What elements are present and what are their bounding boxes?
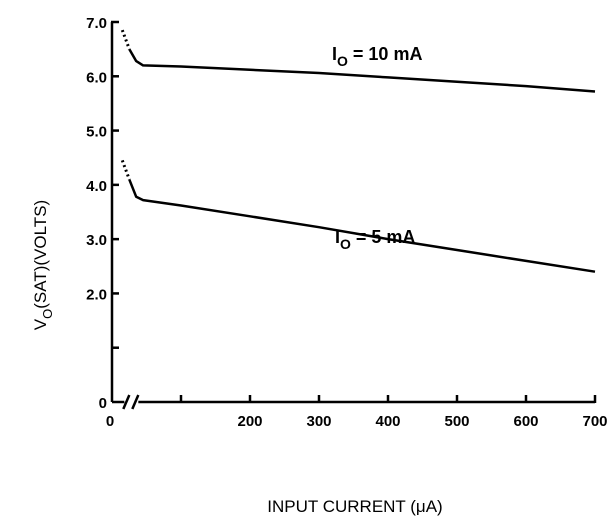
series-label-10ma-main: I	[332, 44, 337, 64]
series-label-5ma-sub: O	[340, 236, 351, 252]
x-tick-label: 200	[237, 413, 262, 430]
x-tick-label: 300	[306, 413, 331, 430]
y-axis-label-main: V	[31, 318, 50, 330]
axis-break-gap	[124, 397, 139, 407]
series-line-10ma	[128, 48, 596, 93]
y-tick-label: 4.0	[86, 178, 107, 195]
series-line-start	[120, 159, 131, 180]
axes	[110, 22, 595, 410]
axis-break-mark	[131, 394, 140, 410]
x-tick-label: 700	[582, 413, 607, 430]
y-axis-label: VO(SAT)(VOLTS)	[31, 200, 55, 330]
y-axis-label-rest: (SAT)(VOLTS)	[31, 200, 50, 309]
series-layer	[120, 29, 596, 273]
x-tick-label: 400	[375, 413, 400, 430]
y-tick-label: 5.0	[86, 124, 107, 141]
y-tick-label: 7.0	[86, 15, 107, 32]
y-axis-label-sub: O	[40, 309, 55, 319]
series-label-10ma-rest: = 10 mA	[348, 44, 423, 64]
y-tick-label: 2.0	[86, 286, 107, 303]
series-line-5ma	[128, 178, 596, 273]
x-tick-label: 600	[513, 413, 538, 430]
y-tick-label: 3.0	[86, 232, 107, 249]
series-line-start	[120, 29, 131, 50]
ticks: 0 2.0 3.0 4.0 5.0 6.0 7.0 0 200 300 400 500 600 700	[86, 15, 607, 430]
y-tick-label: 0	[99, 395, 107, 412]
series-label-5ma-rest: = 5 mA	[351, 227, 416, 247]
x-tick-label: 0	[106, 413, 114, 430]
series-label-5ma-main: I	[335, 227, 340, 247]
axis-break-mark	[122, 394, 131, 410]
series-label-10ma: IO = 10 mA	[332, 44, 422, 69]
y-tick-label: 6.0	[86, 69, 107, 86]
series-label-5ma: IO = 5 mA	[335, 227, 415, 252]
x-axis-label: INPUT CURRENT (μA)	[267, 497, 442, 516]
series-label-10ma-sub: O	[337, 53, 348, 69]
x-tick-label: 500	[444, 413, 469, 430]
